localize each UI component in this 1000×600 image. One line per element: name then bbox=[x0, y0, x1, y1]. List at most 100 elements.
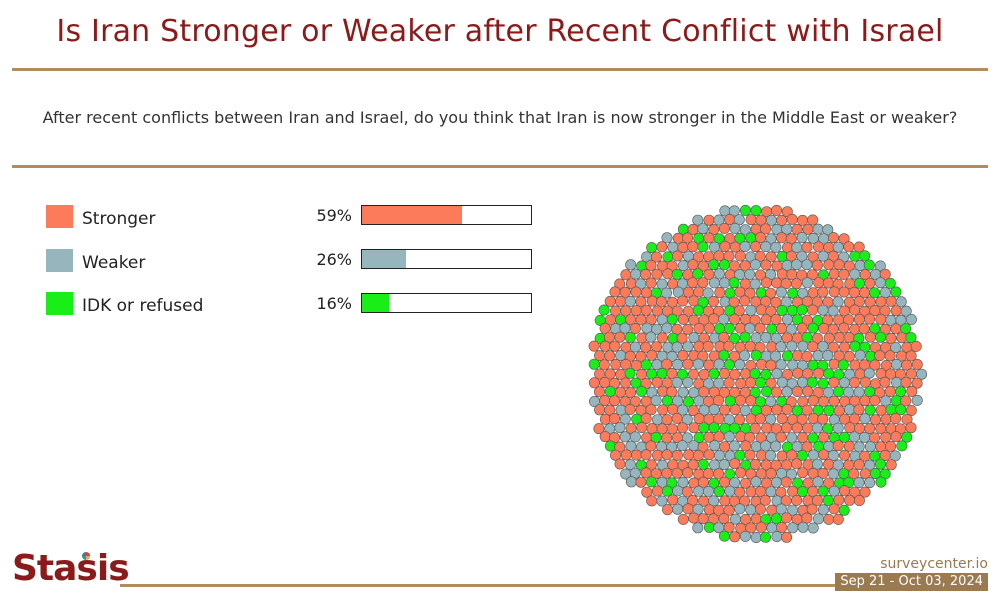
dot-idk bbox=[754, 377, 766, 389]
dot-idk bbox=[624, 367, 636, 379]
dot-stronger bbox=[646, 349, 658, 361]
dot-stronger bbox=[754, 413, 766, 425]
dot-stronger bbox=[688, 295, 700, 307]
dot-weaker bbox=[890, 342, 902, 354]
dot-weaker bbox=[765, 396, 777, 408]
dot-weaker bbox=[729, 477, 741, 489]
dot-stronger bbox=[645, 459, 657, 471]
dot-stronger bbox=[657, 404, 669, 416]
dot-stronger bbox=[671, 449, 683, 461]
dot-idk bbox=[837, 359, 849, 371]
dot-stronger bbox=[806, 503, 818, 515]
dot-stronger bbox=[677, 422, 689, 434]
dot-stronger bbox=[849, 304, 861, 316]
dot-stronger bbox=[661, 449, 673, 461]
dot-idk bbox=[723, 322, 735, 334]
dot-stronger bbox=[625, 387, 637, 399]
dot-stronger bbox=[703, 504, 715, 516]
logo-dot-icon bbox=[82, 552, 90, 560]
dot-stronger bbox=[661, 467, 673, 479]
dot-weaker bbox=[744, 268, 756, 280]
dot-weaker bbox=[822, 350, 834, 362]
dot-weaker bbox=[770, 350, 782, 362]
dot-idk bbox=[708, 477, 720, 489]
dot-stronger bbox=[864, 313, 876, 325]
dot-idk bbox=[697, 241, 709, 253]
dot-stronger bbox=[838, 341, 850, 353]
dot-idk bbox=[817, 378, 829, 390]
dot-stronger bbox=[807, 304, 819, 316]
dot-stronger bbox=[807, 214, 819, 226]
legend-swatch-stronger bbox=[46, 205, 73, 228]
dot-weaker bbox=[729, 222, 741, 234]
dot-stronger bbox=[750, 458, 762, 470]
dot-weaker bbox=[723, 431, 735, 443]
dot-stronger bbox=[656, 241, 668, 253]
dot-stronger bbox=[786, 269, 798, 281]
dot-stronger bbox=[781, 531, 793, 543]
dot-weaker bbox=[797, 376, 809, 388]
dot-weaker bbox=[709, 440, 721, 452]
dot-weaker bbox=[652, 414, 664, 426]
dot-stronger bbox=[645, 440, 657, 452]
dot-weaker bbox=[739, 530, 751, 542]
dot-idk bbox=[724, 468, 736, 480]
dot-stronger bbox=[813, 367, 825, 379]
dot-stronger bbox=[884, 386, 896, 398]
dot-stronger bbox=[682, 467, 694, 479]
dot-weaker bbox=[734, 503, 746, 515]
dot-stronger bbox=[771, 386, 783, 398]
dot-weaker bbox=[859, 413, 871, 425]
dot-stronger bbox=[838, 485, 850, 497]
dot-weaker bbox=[838, 377, 850, 389]
dot-stronger bbox=[630, 449, 642, 461]
dot-weaker bbox=[832, 241, 844, 253]
dot-stronger bbox=[693, 322, 705, 334]
dot-stronger bbox=[735, 467, 747, 479]
dot-weaker bbox=[770, 241, 782, 253]
dot-stronger bbox=[729, 458, 741, 470]
dot-stronger bbox=[832, 513, 844, 525]
dot-weaker bbox=[625, 259, 637, 271]
dot-weaker bbox=[624, 295, 636, 307]
dot-idk bbox=[895, 386, 907, 398]
dot-stronger bbox=[817, 286, 829, 298]
dot-stronger bbox=[614, 331, 626, 343]
dot-weaker bbox=[677, 386, 689, 398]
dot-stronger bbox=[693, 413, 705, 425]
dot-stronger bbox=[610, 359, 622, 371]
dot-stronger bbox=[801, 351, 813, 363]
dot-stronger bbox=[609, 340, 621, 352]
dot-stronger bbox=[900, 395, 912, 407]
dot-idk bbox=[750, 349, 762, 361]
dot-stronger bbox=[844, 422, 856, 434]
dot-stronger bbox=[651, 376, 663, 388]
dot-weaker bbox=[645, 331, 657, 343]
dot-weaker bbox=[749, 259, 761, 271]
dot-weaker bbox=[697, 223, 709, 235]
dot-idk bbox=[604, 386, 616, 398]
dot-idk bbox=[703, 521, 715, 533]
dot-stronger bbox=[682, 232, 694, 244]
dot-stronger bbox=[588, 340, 600, 352]
dot-stronger bbox=[661, 432, 673, 444]
dot-stronger bbox=[843, 332, 855, 344]
dot-stronger bbox=[598, 359, 610, 371]
dot-weaker bbox=[770, 440, 782, 452]
dot-stronger bbox=[729, 313, 741, 325]
dot-stronger bbox=[755, 521, 767, 533]
survey-question: After recent conflicts between Iran and … bbox=[42, 108, 958, 127]
dot-stronger bbox=[828, 286, 840, 298]
dot-idk bbox=[718, 530, 730, 542]
dot-stronger bbox=[635, 296, 647, 308]
dot-stronger bbox=[693, 340, 705, 352]
dot-weaker bbox=[734, 359, 746, 371]
dot-stronger bbox=[687, 277, 699, 289]
dot-weaker bbox=[905, 314, 917, 326]
dot-stronger bbox=[858, 323, 870, 335]
dot-stronger bbox=[740, 513, 752, 525]
dot-stronger bbox=[797, 467, 809, 479]
dot-weaker bbox=[750, 531, 762, 543]
dot-stronger bbox=[864, 277, 876, 289]
dot-weaker bbox=[879, 287, 891, 299]
